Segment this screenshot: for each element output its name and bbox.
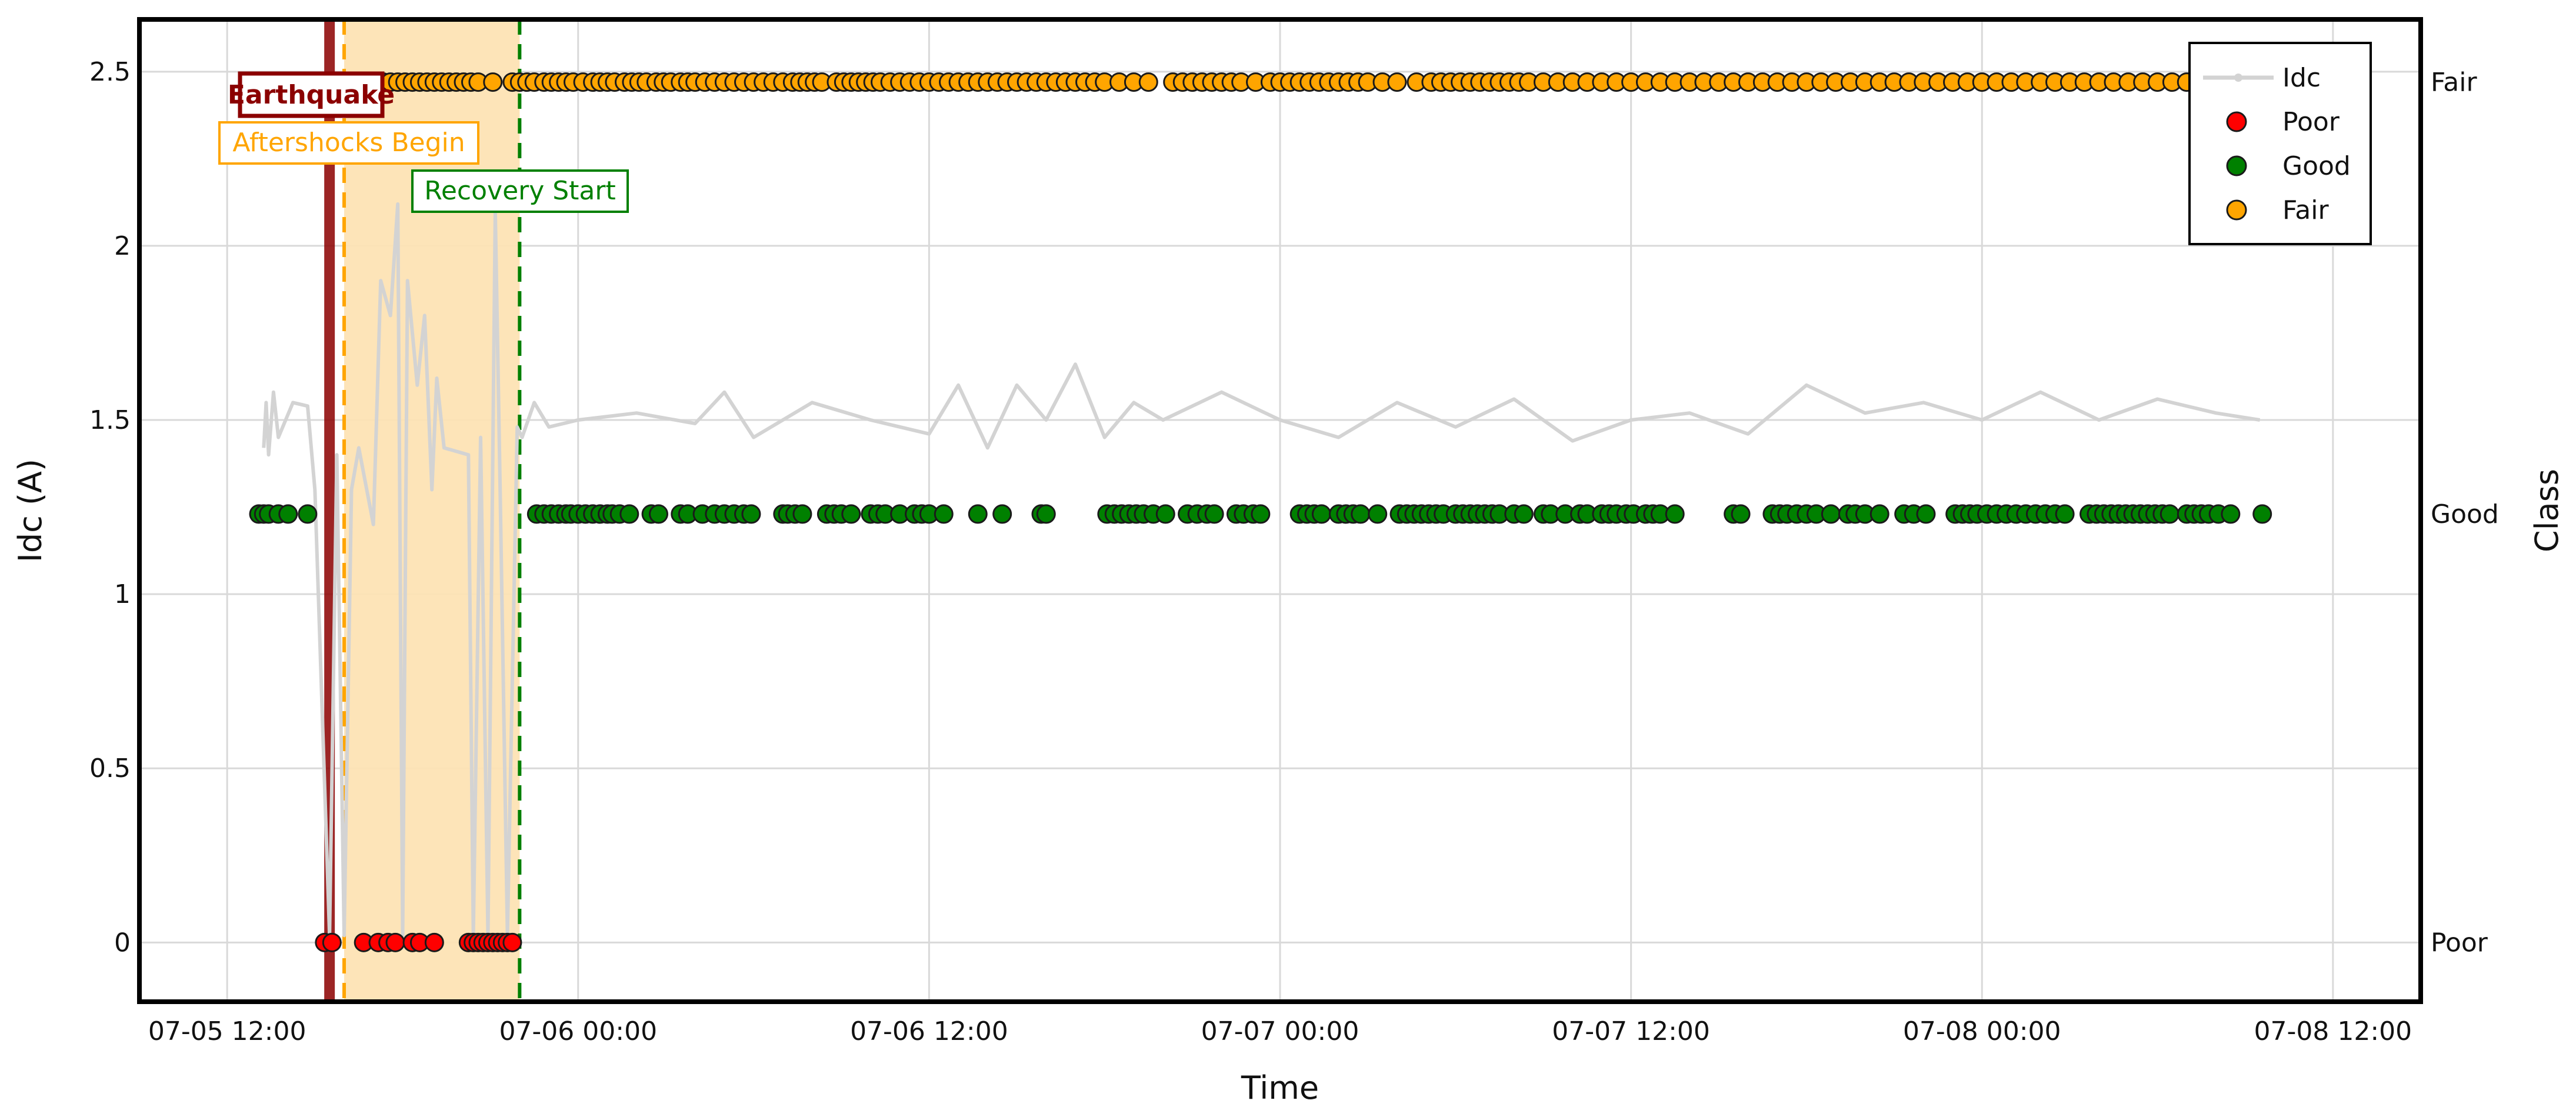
good-marker: [1731, 504, 1751, 524]
good-marker: [741, 504, 761, 524]
good-marker: [1251, 504, 1271, 524]
good-marker: [1368, 504, 1388, 524]
axes: 0 0.5 1 1.5 2 2.5 07-05 12:00 07-06 00:00 07-06 …: [12, 17, 2565, 1106]
legend-label: Fair: [2282, 195, 2329, 225]
good-marker: [934, 504, 954, 524]
earthquake-label-box: [238, 71, 385, 118]
good-marker: [1155, 504, 1175, 524]
poor-marker: [385, 932, 405, 952]
good-marker: [2160, 504, 2180, 524]
good-marker: [968, 504, 988, 524]
y-tick-label: 1: [114, 579, 131, 609]
legend-swatch-marker: [2226, 155, 2247, 176]
good-marker: [1204, 504, 1224, 524]
x-tick-label: 07-06 00:00: [499, 1016, 657, 1046]
y2-axis-title: Class: [2528, 469, 2565, 552]
recovery-label-box: [411, 169, 629, 213]
fair-marker: [1138, 72, 1158, 92]
legend-swatch-marker: [2226, 199, 2247, 221]
legend-swatch-dot: [2234, 74, 2242, 82]
y-tick-label: 0: [114, 928, 131, 958]
y-tick-label: 2: [114, 231, 131, 261]
y-tick-label: 0.5: [89, 753, 131, 783]
legend-label: Poor: [2282, 107, 2340, 137]
recovery-label: Recovery Start: [424, 176, 616, 206]
good-marker: [1514, 504, 1534, 524]
x-tick-label: 07-07 12:00: [1552, 1016, 1710, 1046]
poor-marker: [322, 932, 342, 952]
good-marker: [992, 504, 1012, 524]
x-tick-label: 07-08 00:00: [1903, 1016, 2061, 1046]
fair-marker: [1387, 72, 1407, 92]
good-marker: [792, 504, 812, 524]
good-marker: [1869, 504, 1889, 524]
poor-marker: [424, 932, 444, 952]
idc-line: [262, 202, 2261, 938]
legend: Idc Poor Good Fair: [2188, 42, 2372, 245]
good-marker: [2055, 504, 2075, 524]
good-marker: [1665, 504, 1685, 524]
good-marker: [1311, 504, 1331, 524]
x-axis-title: Time: [1241, 1069, 1319, 1106]
event-annotations: Earthquake Aftershocks Begin Recovery Star…: [218, 71, 629, 213]
x-tick-label: 07-07 00:00: [1201, 1016, 1359, 1046]
y2-tick-label: Good: [2431, 499, 2499, 529]
legend-label: Good: [2282, 151, 2351, 181]
x-tick-label: 07-08 12:00: [2254, 1016, 2412, 1046]
good-marker: [2221, 504, 2241, 524]
good-marker: [648, 504, 668, 524]
legend-box: [2188, 42, 2372, 245]
good-marker: [1351, 504, 1371, 524]
x-tick-label: 07-05 12:00: [148, 1016, 306, 1046]
legend-label: Idc: [2282, 63, 2321, 93]
good-marker: [1916, 504, 1936, 524]
idc-line-layer: [262, 202, 2261, 938]
x-tick-label: 07-06 12:00: [850, 1016, 1008, 1046]
good-marker: [1036, 504, 1056, 524]
earthquake-label: Earthquake: [228, 80, 395, 110]
y2-tick-label: Fair: [2431, 68, 2477, 98]
poor-marker: [502, 932, 522, 952]
good-marker: [841, 504, 861, 524]
y-tick-label: 1.5: [89, 405, 131, 435]
y-axis-title: Idc (A): [12, 459, 49, 562]
y-tick-label: 2.5: [89, 57, 131, 87]
good-marker: [1821, 504, 1841, 524]
plot-frame: [137, 17, 2423, 1004]
aftershocks-label-box: [218, 121, 479, 165]
y2-tick-label: Poor: [2431, 928, 2488, 958]
legend-swatch-marker: [2226, 111, 2247, 132]
good-marker: [619, 504, 639, 524]
good-marker: [2252, 504, 2272, 524]
good-marker: [278, 504, 298, 524]
good-marker: [298, 504, 318, 524]
fair-marker: [483, 72, 503, 92]
aftershocks-label: Aftershocks Begin: [232, 128, 465, 158]
